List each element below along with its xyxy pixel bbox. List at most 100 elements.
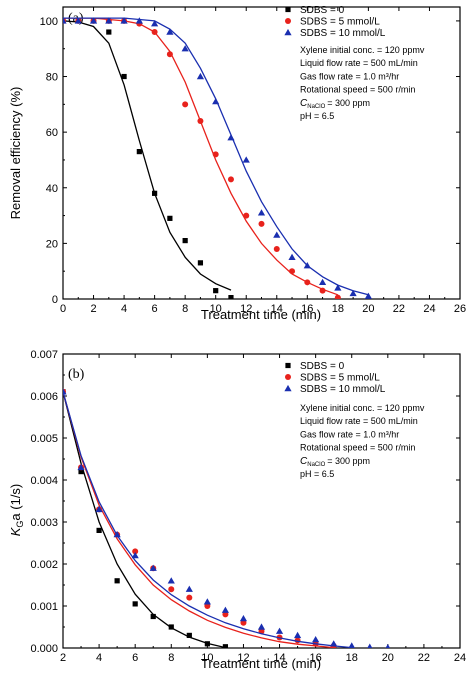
data-point-triangle (242, 156, 250, 163)
series-triangle (63, 388, 391, 648)
data-point-square (204, 641, 210, 647)
y-tick-label: 0.007 (30, 349, 58, 361)
x-tick-label: 6 (132, 652, 138, 664)
x-tick-label: 24 (454, 652, 466, 664)
data-point-circle (227, 176, 234, 183)
legend-entry: SDBS = 5 mmol/L (300, 17, 380, 28)
legend-entry: SDBS = 10 mmol/L (300, 384, 386, 395)
data-point-triangle (273, 231, 281, 238)
y-tick-label: 0.002 (30, 559, 58, 571)
condition-c-sub: NaClO (307, 462, 325, 468)
legend-marker-circle (285, 18, 291, 24)
data-point-triangle (77, 463, 85, 471)
x-tick-label: 12 (237, 652, 249, 664)
legend-marker-square (285, 362, 291, 369)
y-tick-label: 0.004 (30, 475, 58, 487)
data-point-triangle (275, 627, 284, 634)
condition-line: Gas flow rate = 1.0 m³/hr (300, 71, 399, 81)
data-point-triangle (318, 278, 327, 286)
data-point-triangle (212, 97, 220, 105)
panel-a: 0 2 4 6 8 10 12 14 16 18 20 22 24 26020406080100Treat… (8, 5, 466, 322)
x-tick-label: 16 (301, 303, 313, 315)
data-point-circle (182, 101, 189, 108)
fit-curve-square (63, 391, 226, 648)
data-point-triangle (367, 643, 373, 648)
data-point-circle (166, 51, 173, 58)
data-point-triangle (385, 643, 391, 648)
data-point-square (78, 469, 84, 475)
data-point-triangle (151, 20, 159, 27)
series-triangle (63, 17, 372, 299)
data-point-circle (197, 118, 204, 125)
x-tick-label: 0 (60, 303, 66, 315)
y-tick-label: 100 (40, 16, 58, 28)
data-point-square (106, 29, 112, 35)
data-point-triangle (330, 640, 338, 647)
condition-c-value: = 300 ppm (327, 98, 370, 108)
y-tick-label: 0.000 (30, 643, 58, 655)
legend-marker-square (285, 6, 291, 13)
condition-line: Xylene initial conc. = 120 ppmv (300, 403, 425, 413)
condition-line: Liquid flow rate = 500 mL/min (300, 416, 418, 426)
data-point-triangle (293, 631, 302, 639)
legend-marker-triangle (284, 28, 292, 36)
x-tick-label: 14 (271, 303, 283, 315)
condition-c: C (300, 456, 308, 467)
data-point-triangle (89, 17, 98, 24)
y-tick-label: 0.001 (30, 601, 58, 613)
data-point-triangle (74, 17, 82, 24)
data-point-triangle (348, 642, 355, 648)
data-point-triangle (312, 636, 320, 643)
data-point-square (186, 632, 192, 638)
data-point-circle (186, 594, 193, 601)
data-point-triangle (63, 388, 67, 395)
data-point-square (132, 601, 138, 607)
data-point-circle (319, 287, 326, 294)
data-point-square (167, 215, 173, 221)
data-point-triangle (167, 577, 175, 584)
legend-entry: SDBS = 10 mmol/L (300, 28, 386, 39)
fit-curve-circle (63, 17, 339, 296)
data-point-square (168, 624, 174, 630)
x-axis-title: Treatment time (min) (201, 307, 321, 322)
x-tick-label: 18 (346, 652, 358, 664)
data-point-triangle (288, 253, 296, 260)
data-point-triangle (120, 17, 128, 24)
data-point-circle (168, 586, 175, 593)
x-tick-label: 4 (121, 303, 127, 315)
y-tick-label: 0.006 (30, 391, 58, 403)
panel-label: (b) (68, 367, 85, 382)
x-tick-label: 26 (454, 303, 466, 315)
x-axis-title: Treatment time (min) (201, 656, 321, 671)
legend-marker-circle (285, 374, 291, 380)
data-point-square (152, 190, 158, 196)
data-point-circle (151, 29, 158, 36)
data-point-circle (132, 548, 139, 555)
data-point-triangle (113, 531, 121, 538)
data-point-circle (273, 245, 280, 252)
data-point-triangle (334, 284, 342, 291)
x-tick-label: 14 (273, 652, 285, 664)
y-axis-title: Removal efficiency (%) (8, 87, 23, 220)
data-point-triangle (166, 28, 174, 35)
x-tick-label: 10 (201, 652, 213, 664)
legend-entry: SDBS = 0 (300, 361, 345, 372)
data-point-triangle (257, 209, 266, 216)
x-tick-label: 10 (210, 303, 222, 315)
condition-line: Gas flow rate = 1.0 m³/hr (300, 429, 399, 439)
data-point-square (182, 238, 188, 244)
data-point-triangle (149, 564, 157, 571)
data-point-circle (243, 212, 250, 219)
data-point-circle (334, 294, 341, 299)
y-tick-label: 60 (46, 127, 58, 139)
data-point-square (114, 578, 120, 584)
x-tick-label: 22 (418, 652, 430, 664)
condition-ph: pH = 6.5 (300, 469, 334, 479)
panel-b: 2 4 6 8 10 12 14 16 18 20 22 240.0000.0010.0020.003… (8, 349, 466, 671)
x-tick-label: 16 (310, 652, 322, 664)
x-tick-label: 6 (152, 303, 158, 315)
data-point-triangle (203, 598, 211, 605)
y-axis-title: KGa (1/s) (8, 484, 25, 537)
condition-c: C (300, 98, 308, 109)
